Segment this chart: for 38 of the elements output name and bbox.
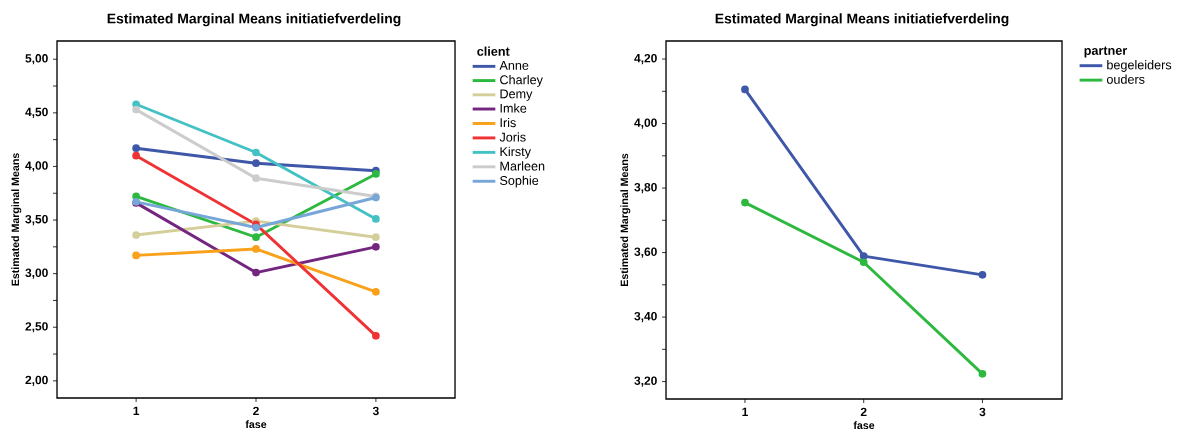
legend-title: partner (1084, 46, 1128, 58)
y-tick-label: 4,00 (634, 118, 657, 129)
y-tick-label: 3,80 (634, 182, 657, 194)
legend-label: ouders (1106, 74, 1145, 84)
y-tick-label: 2,00 (25, 375, 48, 386)
y-tick-label: 3,50 (25, 214, 48, 226)
legend-label: Imke (500, 103, 527, 113)
legend-label: begeleiders (1107, 60, 1172, 72)
legend-label: Joris (499, 132, 526, 142)
x-tick-label: 3 (372, 406, 379, 416)
chart-title: Estimated Marginal Means initiatiefverdeling (715, 13, 1009, 27)
legend-title: client (477, 46, 510, 56)
x-tick-label: 3 (979, 407, 986, 417)
y-tick-label: 4,20 (634, 53, 657, 65)
x-tick-label: 2 (253, 406, 259, 416)
chart-title: Estimated Marginal Means initiatiefverdeling (107, 13, 401, 27)
legend-label: Anne (499, 61, 529, 70)
y-tick-label: 3,40 (634, 311, 657, 323)
y-tick-label: 2,50 (25, 322, 48, 333)
x-axis-title: fase (853, 421, 875, 430)
x-axis-title: fase (245, 420, 267, 429)
y-tick-label: 5,00 (25, 54, 48, 65)
y-tick-label: 3,00 (25, 268, 48, 279)
legend-label: Charley (500, 75, 543, 87)
x-tick-label: 1 (133, 406, 140, 415)
y-axis-title: Estimated Marginal Means (11, 153, 22, 286)
legend-label: Marleen (500, 161, 545, 171)
y-tick-label: 3,60 (634, 247, 657, 258)
legend-label: Iris (500, 117, 516, 128)
y-axis-title: Estimated Marginal Means (620, 153, 631, 287)
x-tick-label: 1 (742, 407, 748, 416)
y-tick-label: 4,50 (25, 107, 48, 118)
legend-label: Demy (500, 89, 533, 101)
legend-label: Sophie (500, 175, 539, 188)
x-tick-label: 2 (860, 407, 867, 417)
legend-label: Kirsty (500, 146, 531, 159)
y-tick-label: 4,00 (25, 161, 48, 172)
y-tick-label: 3,20 (634, 376, 657, 387)
